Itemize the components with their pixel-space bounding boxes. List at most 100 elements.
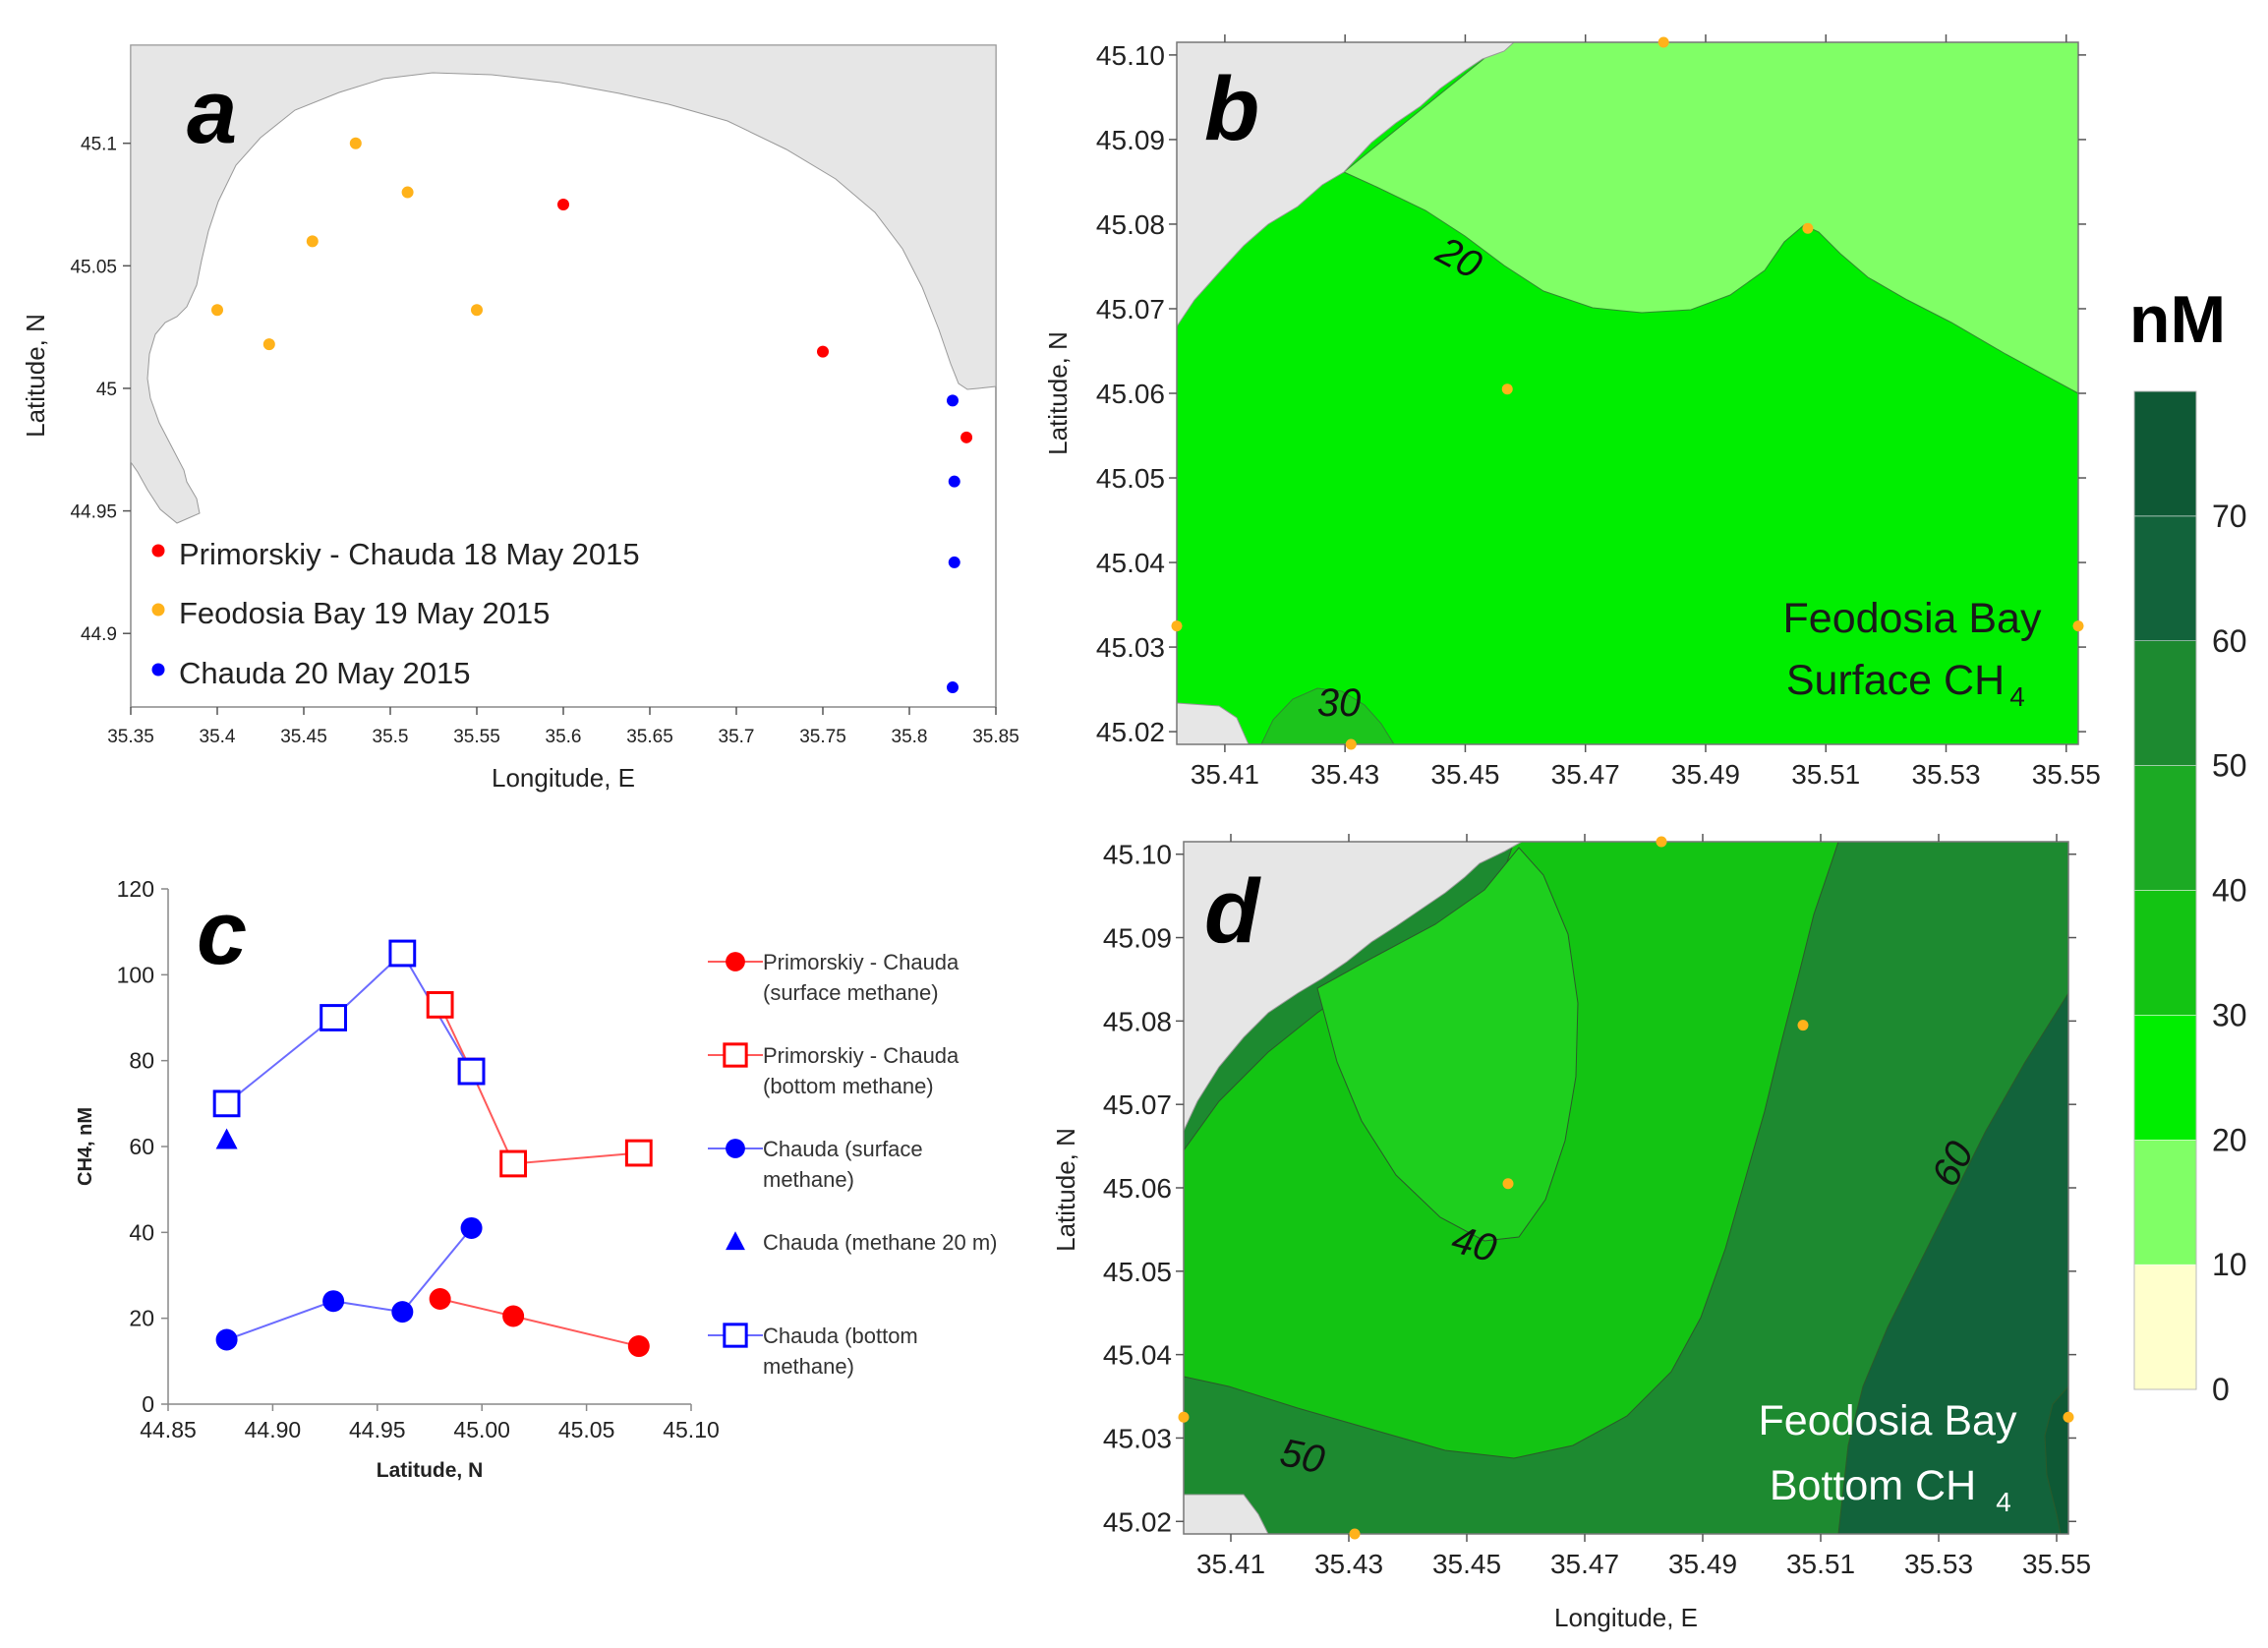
colorbar-label: 60	[2212, 623, 2247, 659]
panel-c-ytick-label: 60	[129, 1134, 154, 1159]
panel-c-data-point	[499, 1149, 528, 1178]
legend-c-marker	[723, 1323, 748, 1348]
panel-a-xtick-label: 35.75	[799, 727, 846, 747]
colorbar-swatch	[2133, 890, 2197, 1016]
panel-d-station-point	[1797, 1020, 1809, 1031]
legend-c-label: Chauda (bottom	[763, 1324, 918, 1348]
panel-b-land	[1177, 42, 1515, 327]
panel-c-data-point	[215, 1328, 238, 1351]
panel-a-station-point	[948, 475, 960, 488]
colorbar-label: 20	[2212, 1122, 2247, 1157]
panel-b-station-point	[2072, 620, 2084, 632]
panel-c-data-point	[215, 1128, 238, 1149]
panel-d-station-point	[1349, 1528, 1361, 1540]
panel-c-xtick-label: 44.95	[349, 1417, 406, 1442]
panel-c-xtick-label: 45.00	[453, 1417, 510, 1442]
panel-d-ytick-label: 45.06	[1103, 1173, 1172, 1204]
panel-a-xlabel: Longitude, E	[492, 763, 635, 793]
panel-d-ytick-label: 45.09	[1103, 923, 1172, 954]
panel-b-ytick-label: 45.05	[1096, 463, 1165, 494]
panel-a-xtick-label: 35.8	[892, 727, 928, 747]
panel-a-ytick-label: 45	[96, 380, 117, 400]
panel-b-ytick-label: 45.02	[1096, 717, 1165, 747]
panel-d-xtick-label: 35.53	[1904, 1549, 1973, 1579]
panel-c-data-point	[212, 1089, 241, 1118]
panel-c-data-point	[429, 1288, 451, 1311]
panel-c-letter: c	[197, 883, 247, 983]
legend-a-label-feodosia: Feodosia Bay 19 May 2015	[179, 596, 550, 630]
panel-d-station-point	[1502, 1178, 1514, 1190]
legend-c-label: methane)	[763, 1167, 854, 1192]
panel-a-xtick-label: 35.65	[626, 727, 673, 747]
panel-a-station-point	[947, 394, 959, 407]
panel-a-xtick-label: 35.35	[107, 727, 154, 747]
panel-a-legend: Primorskiy - Chauda 18 May 2015 Feodosia…	[151, 537, 640, 690]
colorbar-label: 40	[2212, 873, 2247, 909]
panel-d-title-line2: Bottom CH	[1770, 1462, 1976, 1509]
panel-d-land-corner	[1184, 1494, 1269, 1534]
panel-c-data-point	[460, 1216, 483, 1239]
panel-c-series-line	[438, 1004, 639, 1165]
panel-d-letter: d	[1204, 861, 1261, 962]
panel-c-ytick-label: 120	[117, 876, 154, 902]
panel-a-xtick-label: 35.85	[972, 727, 1019, 747]
panel-c-data-point	[502, 1305, 525, 1327]
panel-c-ytick-label: 80	[129, 1048, 154, 1074]
colorbar-label: 0	[2212, 1372, 2230, 1407]
colorbar-label: 70	[2212, 499, 2247, 534]
panel-a-ytick-label: 44.95	[70, 502, 117, 523]
panel-d-xtick-label: 35.45	[1432, 1549, 1501, 1579]
panel-b-title-sub: 4	[2009, 681, 2025, 712]
legend-a-label-chauda: Chauda 20 May 2015	[179, 656, 470, 690]
panel-b-ytick-label: 45.04	[1096, 548, 1165, 578]
panel-d-ytick-label: 45.03	[1103, 1423, 1172, 1453]
panel-d-ytick-label: 45.05	[1103, 1257, 1172, 1287]
panel-d-title-line1: Feodosia Bay	[1759, 1397, 2017, 1444]
panel-b-xtick-label: 35.53	[1911, 759, 1980, 790]
panel-a-station-point	[211, 304, 223, 317]
panel-c-xtick-label: 44.85	[140, 1417, 197, 1442]
panel-a-station-point	[306, 235, 319, 248]
panel-b-ytick-label: 45.07	[1096, 294, 1165, 324]
panel-d-ytick-label: 45.08	[1103, 1006, 1172, 1036]
panel-d-land	[1184, 842, 1524, 1132]
panel-d-ytick-label: 45.07	[1103, 1089, 1172, 1120]
panel-c-data-point	[624, 1139, 653, 1167]
legend-c-label: Primorskiy - Chauda	[763, 950, 960, 974]
colorbar-label: 50	[2212, 748, 2247, 784]
panel-c-data-point	[388, 939, 417, 968]
panel-a-station-point	[471, 304, 483, 317]
colorbar-title: nM	[2129, 282, 2226, 357]
panel-a-station-point	[401, 186, 414, 199]
panel-c-legend: Primorskiy - Chauda (surface methane) Prim…	[708, 950, 997, 1379]
panel-a-ytick-label: 45.1	[81, 135, 117, 155]
panel-c-data-point	[627, 1335, 650, 1358]
panel-c-xlabel: Latitude, N	[377, 1459, 484, 1482]
panel-d-ytick-label: 45.10	[1103, 840, 1172, 870]
panel-d-xtick-label: 35.49	[1668, 1549, 1737, 1579]
legend-c-label: methane)	[763, 1354, 854, 1379]
panel-b-ytick-label: 45.03	[1096, 632, 1165, 663]
panel-d-station-point	[1656, 836, 1667, 848]
panel-c-data-point	[457, 1057, 486, 1086]
panel-b-contour-label-30: 30	[1317, 681, 1362, 725]
legend-a-marker-blue	[151, 663, 165, 677]
panel-d-level-70-80	[2044, 1385, 2068, 1534]
panel-b-letter: b	[1204, 59, 1259, 159]
panel-a-ytick-label: 45.05	[70, 257, 117, 277]
panel-a-xtick-label: 35.7	[719, 727, 755, 747]
panel-d-xtick-label: 35.47	[1550, 1549, 1619, 1579]
panel-c: 44.85 44.90 44.95 45.00 45.05 45.10 0 20 40 60 80…	[75, 876, 997, 1482]
panel-d-level-60-70	[1837, 992, 2068, 1534]
panel-c-data-point	[322, 1290, 345, 1313]
colorbar-label: 10	[2212, 1247, 2247, 1282]
panel-d-ylabel: Latitude, N	[1051, 1128, 1080, 1252]
panel-a-xtick-label: 35.55	[453, 727, 500, 747]
panel-d-ytick-label: 45.04	[1103, 1340, 1172, 1371]
panel-d-xtick-label: 35.43	[1314, 1549, 1383, 1579]
panel-b-xtick-label: 35.49	[1671, 759, 1740, 790]
panel-c-ytick-label: 40	[129, 1219, 154, 1245]
panel-b-land-corner	[1177, 702, 1250, 744]
panel-d-level-30-40	[1316, 847, 1579, 1242]
panel-c-ytick-label: 0	[142, 1391, 154, 1417]
